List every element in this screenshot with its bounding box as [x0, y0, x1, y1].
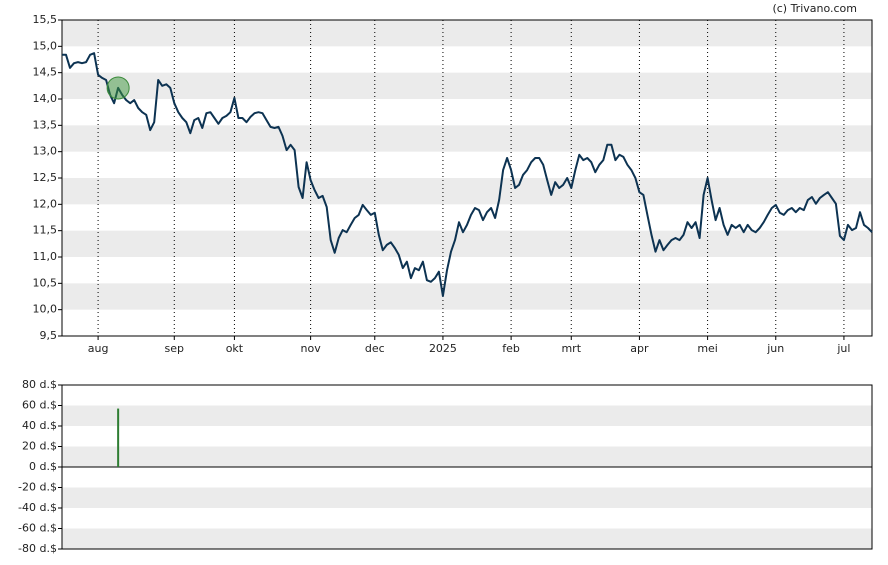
stripe: [62, 72, 872, 99]
y-tick-label: 12,5: [33, 171, 58, 184]
y-tick-label: 14,5: [33, 66, 58, 79]
y-tick-label: 40 d.$: [22, 419, 57, 432]
event-marker: [106, 76, 130, 100]
dividend-bar: [117, 408, 120, 467]
x-tick-label: feb: [502, 342, 520, 355]
stripe: [62, 125, 872, 152]
stripe: [62, 446, 872, 467]
stripe: [62, 283, 872, 310]
stripe: [62, 487, 872, 508]
y-tick-label: 12,0: [33, 197, 58, 210]
x-tick-label: apr: [630, 342, 649, 355]
x-tick-label: dec: [365, 342, 385, 355]
y-tick-label: -20 d.$: [18, 481, 57, 494]
stripe: [62, 178, 872, 205]
x-tick-label: jun: [766, 342, 784, 355]
y-tick-label: -40 d.$: [18, 501, 57, 514]
y-tick-label: 15,0: [33, 39, 58, 52]
y-tick-label: -80 d.$: [18, 542, 57, 555]
y-tick-label: 14,0: [33, 92, 58, 105]
y-tick-label: 11,5: [33, 224, 58, 237]
x-tick-label: mrt: [561, 342, 581, 355]
x-tick-label: jul: [836, 342, 850, 355]
y-tick-label: 80 d.$: [22, 378, 57, 391]
plot-frame: [61, 19, 873, 337]
y-tick-label: 9,5: [40, 329, 58, 342]
stripe: [62, 528, 872, 549]
y-tick-label: 13,0: [33, 145, 58, 158]
y-tick-label: -60 d.$: [18, 522, 57, 535]
x-tick-label: aug: [88, 342, 109, 355]
x-tick-label: 2025: [429, 342, 457, 355]
x-tick-label: okt: [226, 342, 244, 355]
y-tick-label: 10,0: [33, 303, 58, 316]
copyright: (c) Trivano.com: [772, 2, 857, 15]
stripe: [62, 230, 872, 257]
stripe: [62, 20, 872, 47]
y-tick-label: 15,5: [33, 13, 58, 26]
y-tick-label: 10,5: [33, 276, 58, 289]
y-tick-label: 60 d.$: [22, 399, 57, 412]
x-tick-label: nov: [301, 342, 322, 355]
x-tick-label: sep: [165, 342, 184, 355]
y-tick-label: 11,0: [33, 250, 58, 263]
y-tick-label: 13,5: [33, 118, 58, 131]
x-tick-label: mei: [697, 342, 718, 355]
price-line: [62, 52, 873, 297]
stripe: [62, 405, 872, 426]
y-tick-label: 20 d.$: [22, 440, 57, 453]
y-tick-label: 0 d.$: [29, 460, 57, 473]
